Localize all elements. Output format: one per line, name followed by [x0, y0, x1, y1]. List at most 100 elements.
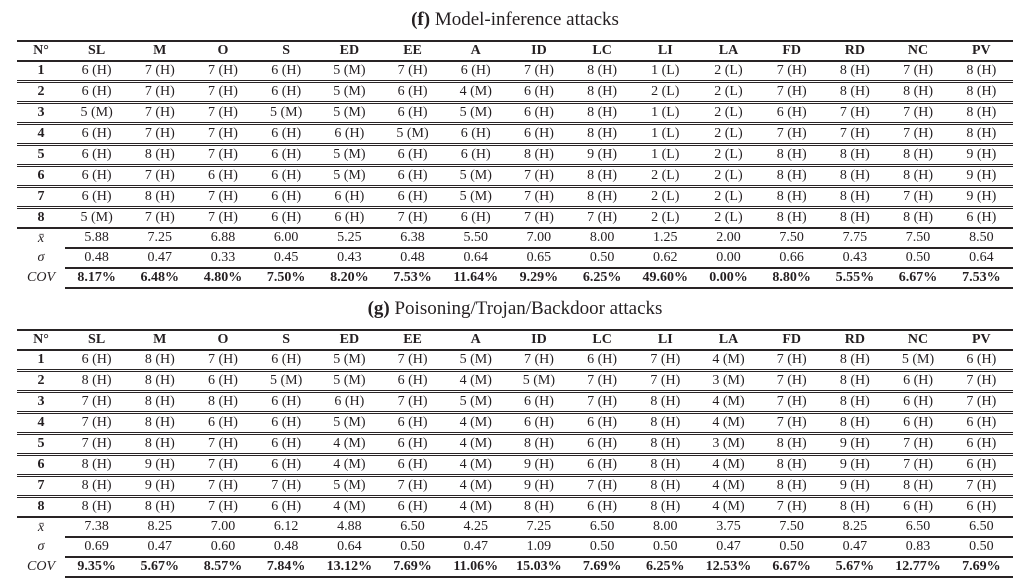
score-cell: 4 (M)	[696, 350, 761, 372]
column-header: N°	[17, 40, 65, 62]
table-f-section: (f) Model-inference attacks N° SL M O S ED EE A…	[0, 0, 1030, 289]
score-cell: 7 (H)	[191, 475, 255, 498]
score-cell: 7 (H)	[949, 370, 1013, 393]
stat-value: 6.50	[949, 517, 1013, 538]
score-cell: 7 (H)	[380, 391, 445, 414]
score-cell: 5 (M)	[444, 350, 508, 372]
score-cell: 2 (L)	[633, 165, 697, 188]
score-cell: 5 (M)	[65, 102, 129, 125]
column-header: FD	[760, 329, 824, 351]
score-cell: 7 (H)	[760, 370, 824, 393]
score-cell: 7 (H)	[760, 350, 824, 372]
stat-value: 7.25	[507, 517, 571, 538]
stat-value: 0.50	[949, 537, 1013, 558]
stat-label: x̄	[37, 230, 45, 246]
stat-value: 2.00	[696, 228, 761, 249]
score-cell: 6 (H)	[507, 391, 571, 414]
score-cell: 4 (M)	[444, 412, 508, 435]
score-cell: 8 (H)	[949, 61, 1013, 83]
score-cell: 7 (H)	[191, 123, 255, 146]
score-cell: 8 (H)	[570, 123, 634, 146]
score-cell: 6 (H)	[317, 186, 381, 209]
row-number: 5	[17, 433, 65, 456]
score-cell: 8 (H)	[760, 433, 824, 456]
score-cell: 8 (H)	[760, 475, 824, 498]
stat-value: 0.50	[570, 248, 634, 269]
score-cell: 8 (H)	[886, 144, 950, 167]
score-cell: 6 (H)	[886, 412, 950, 435]
stat-value: 6.50	[886, 517, 950, 538]
column-header: ED	[317, 40, 381, 62]
table-f-caption-title: Model-inference attacks	[434, 9, 619, 30]
score-cell: 9 (H)	[949, 165, 1013, 188]
stat-value: 6.67%	[886, 268, 950, 289]
table-g-caption-title: Poisoning/Trojan/Backdoor attacks	[394, 298, 663, 319]
score-cell: 5 (M)	[317, 81, 381, 104]
score-cell: 6 (H)	[949, 496, 1013, 518]
score-cell: 4 (M)	[317, 496, 381, 518]
score-cell: 8 (H)	[507, 496, 571, 518]
score-cell: 6 (H)	[507, 102, 571, 125]
score-cell: 6 (H)	[65, 144, 129, 167]
stat-value: 49.60%	[633, 268, 697, 289]
stat-value: 0.43	[317, 248, 381, 269]
column-header: LI	[633, 329, 697, 351]
score-cell: 5 (M)	[254, 102, 318, 125]
score-cell: 8 (H)	[191, 391, 255, 414]
score-cell: 1 (L)	[633, 102, 697, 125]
score-cell: 7 (H)	[760, 81, 824, 104]
score-cell: 7 (H)	[380, 61, 445, 83]
score-cell: 7 (H)	[949, 475, 1013, 498]
score-cell: 7 (H)	[823, 102, 887, 125]
score-cell: 8 (H)	[570, 165, 634, 188]
stat-row-cov: COV 8.17% 6.48% 4.80% 7.50% 8.20% 7.53% 11.64% 9…	[17, 268, 1013, 289]
stat-value: 0.48	[254, 537, 318, 558]
stat-value: 8.25	[128, 517, 192, 538]
stat-row-sigma: σ 0.48 0.47 0.33 0.45 0.43 0.48 0.64 0.65 0.50 0.6…	[17, 248, 1013, 269]
score-cell: 8 (H)	[823, 186, 887, 209]
stat-value: 7.69%	[570, 557, 634, 578]
score-cell: 9 (H)	[823, 433, 887, 456]
score-cell: 7 (H)	[570, 207, 634, 229]
column-header: FD	[760, 40, 824, 62]
score-cell: 9 (H)	[823, 475, 887, 498]
score-cell: 7 (H)	[191, 350, 255, 372]
score-cell: 7 (H)	[886, 102, 950, 125]
header-row: N° SL M O S ED EE A ID LC LI LA FD RD NC PV	[17, 40, 1013, 62]
row-number: 4	[17, 412, 65, 435]
score-cell: 6 (H)	[444, 123, 508, 146]
score-cell: 6 (H)	[380, 433, 445, 456]
stat-value: 8.50	[949, 228, 1013, 249]
header-row: N° SL M O S ED EE A ID LC LI LA FD RD NC PV	[17, 329, 1013, 351]
score-cell: 6 (H)	[760, 102, 824, 125]
stat-value: 5.67%	[823, 557, 887, 578]
score-cell: 8 (H)	[128, 186, 192, 209]
score-cell: 5 (M)	[317, 412, 381, 435]
score-cell: 6 (H)	[380, 454, 445, 477]
score-cell: 6 (H)	[886, 496, 950, 518]
score-cell: 5 (M)	[317, 61, 381, 83]
score-cell: 7 (H)	[886, 61, 950, 83]
score-cell: 4 (M)	[317, 454, 381, 477]
score-cell: 6 (H)	[254, 61, 318, 83]
stat-value: 0.48	[380, 248, 445, 269]
score-cell: 4 (M)	[696, 391, 761, 414]
score-cell: 6 (H)	[507, 81, 571, 104]
score-cell: 7 (H)	[760, 123, 824, 146]
score-cell: 6 (H)	[570, 454, 634, 477]
column-header: LC	[570, 40, 634, 62]
score-cell: 9 (H)	[128, 454, 192, 477]
score-cell: 7 (H)	[191, 102, 255, 125]
stat-label: x̄	[37, 519, 45, 535]
stat-value: 8.25	[823, 517, 887, 538]
column-header: SL	[65, 40, 129, 62]
score-cell: 7 (H)	[65, 433, 129, 456]
score-cell: 6 (H)	[65, 61, 129, 83]
stat-value: 1.09	[507, 537, 571, 558]
stat-value: 7.50	[760, 517, 824, 538]
score-cell: 7 (H)	[128, 165, 192, 188]
